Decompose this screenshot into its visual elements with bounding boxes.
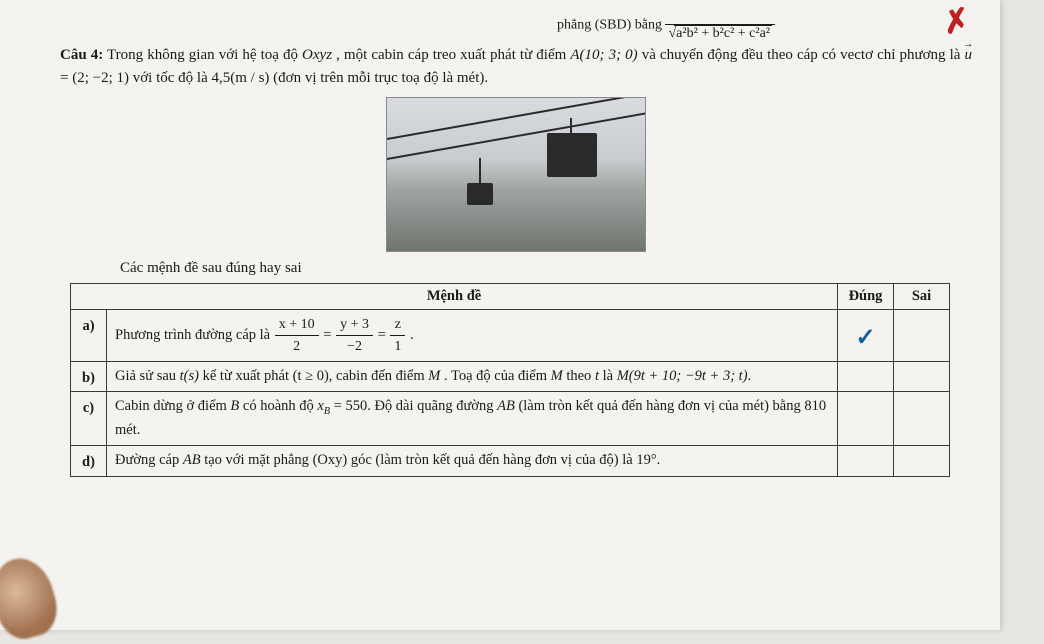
row-b-false[interactable]	[894, 361, 950, 392]
row-c-true[interactable]	[838, 392, 894, 446]
fragment-prefix: phẳng (SBD) bằng	[557, 17, 662, 32]
row-d-true[interactable]	[838, 446, 894, 477]
row-b-true[interactable]	[838, 361, 894, 392]
true-false-table: Mệnh đề Đúng Sai a) Phương trình đường c…	[70, 283, 950, 477]
header-true: Đúng	[838, 283, 894, 309]
page-container: ✗ phẳng (SBD) bằng a²b² + b²c² + c²a² Câ…	[0, 0, 1000, 630]
cable-car-photo	[386, 97, 646, 252]
row-c-false[interactable]	[894, 392, 950, 446]
sqrt-content: a²b² + b²c² + c²a²	[674, 25, 772, 42]
table-row: b) Giả sử sau t(s) kể từ xuất phát (t ≥ …	[71, 361, 950, 392]
table-caption: Các mệnh đề sau đúng hay sai	[120, 260, 972, 277]
row-d-false[interactable]	[894, 446, 950, 477]
thumb-shadow	[0, 552, 63, 644]
row-letter: c)	[71, 392, 107, 446]
cable-car-large	[547, 133, 597, 177]
row-a-content: Phương trình đường cáp là x + 102 = y + …	[107, 309, 838, 361]
row-letter: a)	[71, 309, 107, 361]
formula-fragment: phẳng (SBD) bằng a²b² + b²c² + c²a²	[360, 8, 972, 42]
table-row: c) Cabin dừng ở điểm B có hoành độ xB = …	[71, 392, 950, 446]
row-b-content: Giả sử sau t(s) kể từ xuất phát (t ≥ 0),…	[107, 361, 838, 392]
fraction: a²b² + b²c² + c²a²	[665, 8, 775, 42]
row-letter: b)	[71, 361, 107, 392]
row-a-false[interactable]	[894, 309, 950, 361]
table-row: d) Đường cáp AB tạo với mặt phẳng (Oxy) …	[71, 446, 950, 477]
question-text: Câu 4: Trong không gian với hệ toạ độ Ox…	[60, 44, 972, 91]
row-a-true[interactable]: ✓	[838, 309, 894, 361]
checkmark-icon: ✓	[855, 323, 875, 352]
cable-car-small	[467, 183, 493, 205]
grading-mark: ✗	[940, 0, 973, 42]
table-row: a) Phương trình đường cáp là x + 102 = y…	[71, 309, 950, 361]
row-letter: d)	[71, 446, 107, 477]
header-statement: Mệnh đề	[71, 283, 838, 309]
question-label: Câu 4:	[60, 47, 103, 63]
row-c-content: Cabin dừng ở điểm B có hoành độ xB = 550…	[107, 392, 838, 446]
header-false: Sai	[894, 283, 950, 309]
table-header-row: Mệnh đề Đúng Sai	[71, 283, 950, 309]
row-d-content: Đường cáp AB tạo với mặt phẳng (Oxy) góc…	[107, 446, 838, 477]
